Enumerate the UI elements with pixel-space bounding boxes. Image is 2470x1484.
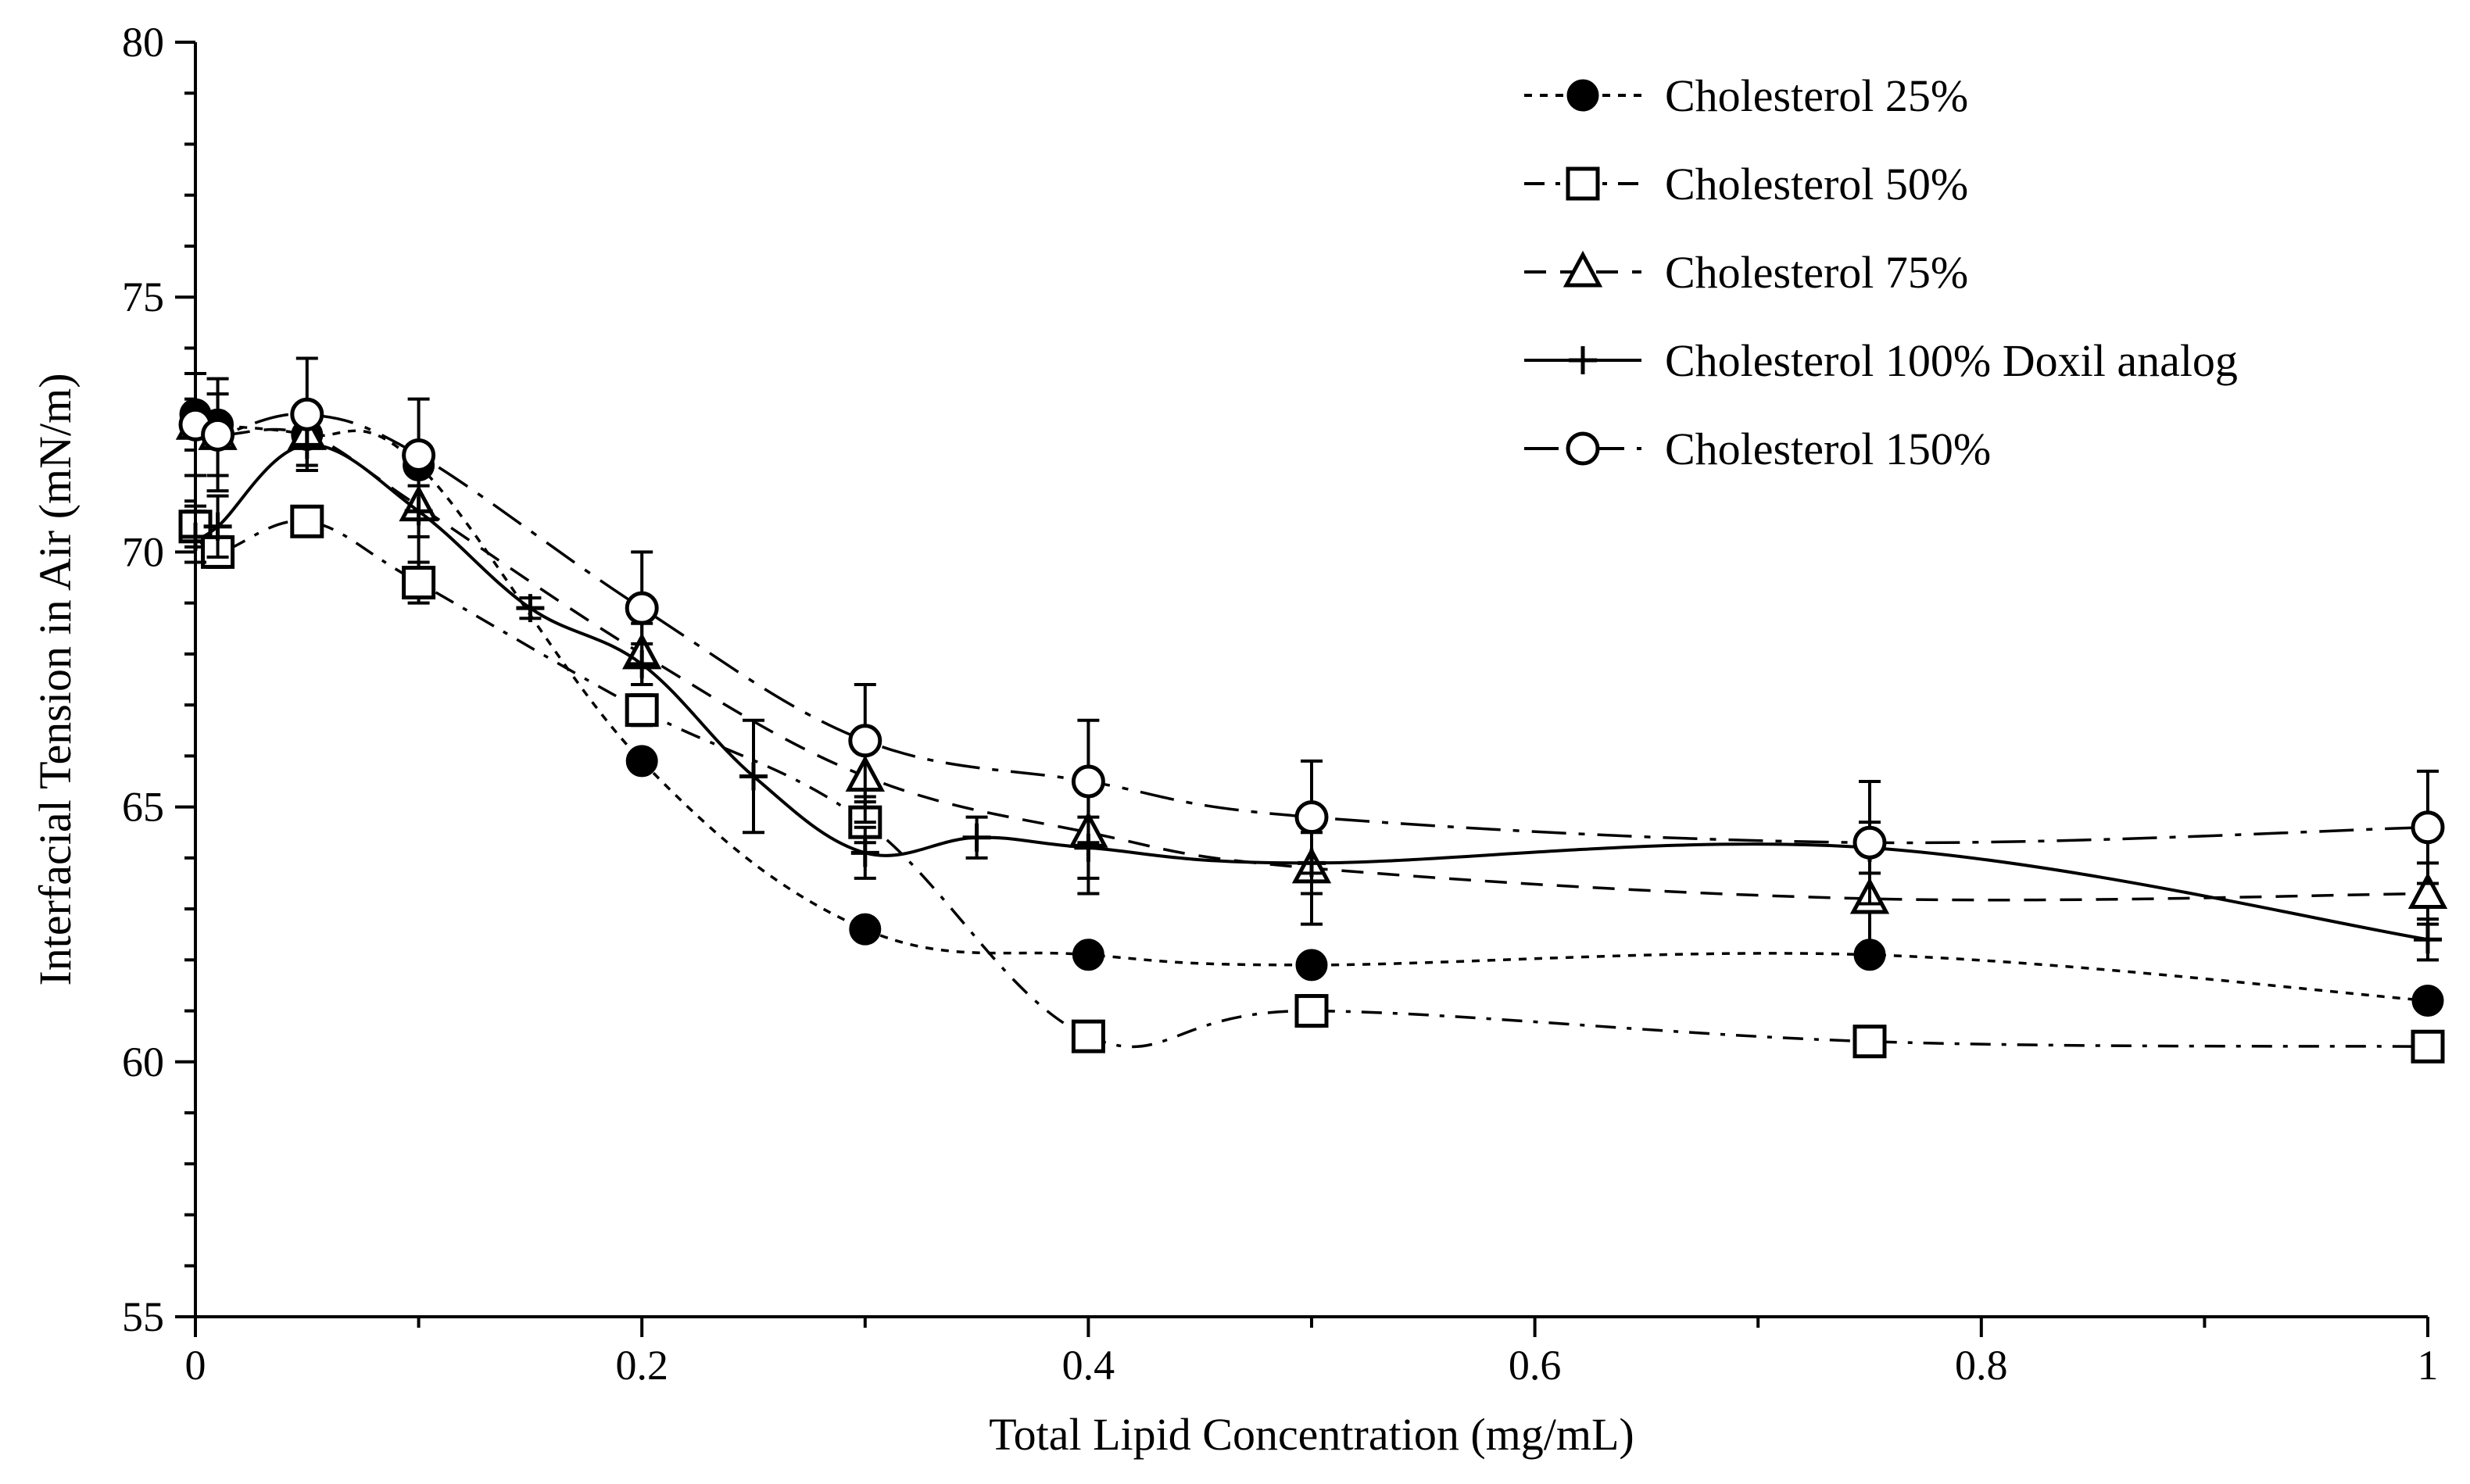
data-point [1294,994,1329,1028]
y-tick-label: 60 [122,1039,164,1085]
data-point [848,724,882,758]
y-tick-label: 75 [122,274,164,320]
data-point [203,512,232,541]
legend-item-4: Cholesterol 100% Doxil analog [1524,335,2238,386]
y-tick-label: 65 [122,784,164,831]
y-tick-label: 70 [122,528,164,575]
data-point [181,522,209,551]
axes: 55 60 65 70 75 80 0 0.2 0.4 0.6 0.8 1 [122,19,2439,1389]
y-axis-title: Interfacial Tension in Air (mN/m) [30,373,81,985]
data-point [849,913,882,946]
data-point [625,693,659,728]
legend-label: Cholesterol 100% Doxil analog [1665,335,2238,386]
x-tick-label: 0.2 [615,1342,668,1389]
legend-marker [1566,431,1600,466]
legend-item-1: Cholesterol 25% [1524,70,1968,121]
legend-item-3: Cholesterol 75% [1524,247,1968,298]
legend: Cholesterol 25% Cholesterol 50% Cholestero… [1524,70,2238,474]
data-point [2411,810,2445,845]
x-axis-title: Total Lipid Concentration (mg/mL) [989,1409,1634,1460]
legend-label: Cholesterol 75% [1665,247,1968,298]
x-tick-label: 0.8 [1955,1342,2008,1389]
legend-item-5: Cholesterol 150% [1524,424,1991,474]
data-point [1294,800,1329,835]
legend-label: Cholesterol 50% [1665,159,1968,209]
legend-marker [1566,166,1600,201]
data-point [402,566,436,600]
legend-marker [1563,250,1603,288]
legend-marker [1566,79,1599,112]
data-point [201,417,235,452]
x-tick-label: 0 [185,1342,206,1389]
data-point [1072,939,1104,971]
data-point [2411,1029,2445,1064]
series-layer [175,356,2448,1064]
legend-marker [1569,346,1597,374]
data-point [2411,985,2444,1017]
series-line [194,519,2429,1049]
data-point [962,823,991,852]
legend-item-2: Cholesterol 50% [1524,159,1968,209]
series-4 [181,417,2442,962]
x-tick-label: 1 [2418,1342,2439,1389]
data-point [290,504,324,538]
data-point [516,594,545,623]
legend-label: Cholesterol 25% [1665,70,1968,121]
data-point [625,591,659,625]
data-point [1071,764,1105,799]
data-point [1071,1019,1105,1053]
x-tick-label: 0.4 [1062,1342,1115,1389]
data-point [2414,925,2442,954]
data-point [1852,1024,1887,1059]
data-point [739,762,768,791]
data-point [402,438,436,472]
series-5 [178,356,2445,906]
data-point [625,745,658,778]
data-point [2407,872,2448,910]
legend-label: Cholesterol 150% [1665,424,1991,474]
x-tick-label: 0.6 [1509,1342,1562,1389]
y-tick-label: 55 [122,1293,164,1340]
y-tick-label: 80 [122,19,164,66]
data-point [850,839,879,867]
data-point [1295,949,1328,982]
data-point [290,397,324,431]
data-point [1852,825,1887,860]
